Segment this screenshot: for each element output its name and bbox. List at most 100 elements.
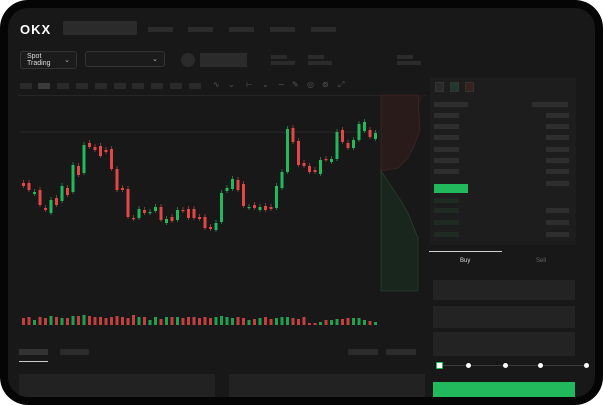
candle (165, 219, 168, 223)
candle (170, 217, 174, 221)
price-input[interactable] (433, 280, 575, 300)
bid-amount (546, 208, 569, 213)
tab-underline (429, 251, 502, 252)
timeframe-button[interactable] (20, 83, 32, 89)
market-type-dropdown[interactable]: Spot Trading ⌄ (20, 51, 77, 69)
volume-bar (192, 317, 196, 325)
timeframe-button[interactable] (189, 83, 201, 89)
candlestick-chart[interactable] (8, 8, 595, 397)
ask-amount (546, 113, 569, 118)
buy-button[interactable] (433, 382, 575, 397)
orderbook-asks-icon[interactable] (465, 82, 474, 92)
chevron-down-icon[interactable]: ⌄ (262, 80, 269, 89)
candle (319, 160, 322, 174)
candle (357, 124, 361, 140)
candle (88, 143, 91, 147)
draw-icon[interactable]: ✎ (292, 80, 299, 89)
chart-type-icon[interactable]: ∿ (213, 80, 220, 89)
filter-button[interactable] (348, 349, 378, 355)
candle (280, 172, 284, 188)
camera-icon[interactable]: ◎ (307, 80, 314, 89)
orderbook-bids-icon[interactable] (450, 82, 459, 92)
candle (104, 150, 108, 152)
nav-item[interactable] (270, 27, 295, 32)
candle (176, 210, 179, 220)
slider-track[interactable] (438, 365, 588, 366)
volume-bar (324, 320, 328, 325)
volume-bar (286, 317, 289, 325)
timeframe-button[interactable] (114, 83, 126, 89)
volume-bar (231, 318, 234, 325)
candle (209, 227, 212, 229)
slider-step[interactable] (503, 363, 508, 368)
candle (302, 163, 306, 166)
slider-handle[interactable] (436, 362, 443, 369)
candle (203, 217, 207, 228)
candle (297, 141, 300, 165)
line-tool-icon[interactable]: ∼ (278, 80, 285, 89)
volume-bar (346, 318, 350, 325)
amount-input[interactable] (433, 306, 575, 328)
tab-open-orders[interactable] (19, 349, 48, 355)
fullscreen-icon[interactable]: ⤢ (338, 80, 345, 89)
candle (231, 179, 234, 189)
stat-value (271, 61, 295, 65)
candle (137, 209, 141, 218)
volume-bar (291, 318, 295, 325)
volume-bar (165, 317, 168, 325)
volume-bar (214, 317, 218, 325)
volume-bar (302, 317, 306, 325)
slider-step[interactable] (538, 363, 543, 368)
candle (236, 180, 240, 190)
slider-step[interactable] (584, 363, 589, 368)
candle (82, 145, 86, 173)
timeframe-button[interactable] (76, 83, 88, 89)
divider (18, 95, 426, 96)
chevron-down-icon: ⌄ (64, 57, 70, 64)
market-type-label: Spot Trading (27, 53, 51, 67)
timeframe-button[interactable] (38, 83, 50, 89)
volume-bar (121, 317, 124, 325)
orderbook-both-icon[interactable] (435, 82, 444, 92)
bid-price (434, 208, 459, 213)
candle (38, 190, 42, 205)
volume-bar (176, 317, 179, 325)
stat-value (308, 61, 332, 65)
nav-item[interactable] (311, 27, 336, 32)
indicator-icon[interactable]: ⊢ (246, 80, 253, 89)
timeframe-button[interactable] (132, 83, 144, 89)
nav-item[interactable] (148, 27, 173, 32)
candle (220, 193, 223, 222)
nav-item[interactable] (229, 27, 254, 32)
candle (368, 130, 372, 137)
candle (247, 207, 251, 209)
volume-bar (341, 319, 344, 325)
volume-bar (132, 315, 135, 325)
candle (121, 188, 124, 190)
last-price (434, 184, 468, 193)
timeframe-button[interactable] (57, 83, 69, 89)
slider-step[interactable] (466, 363, 471, 368)
settings-icon[interactable]: ⊚ (322, 80, 329, 89)
timeframe-button[interactable] (95, 83, 107, 89)
chevron-down-icon[interactable]: ⌄ (228, 80, 235, 89)
timeframe-button[interactable] (170, 83, 182, 89)
candle (324, 159, 328, 161)
candle (214, 223, 218, 230)
volume-bar (27, 317, 31, 325)
tab-buy[interactable]: Buy (460, 258, 471, 264)
total-input[interactable] (433, 332, 575, 356)
pair-dropdown[interactable]: ⌄ (85, 51, 165, 67)
search-placeholder[interactable] (63, 21, 137, 35)
stat-label (271, 55, 287, 59)
tab-order-history[interactable] (60, 349, 89, 355)
okx-logo: OKX (20, 22, 52, 37)
volume-bar (33, 320, 36, 325)
volume-bar (60, 318, 64, 325)
nav-item[interactable] (188, 27, 213, 32)
orders-card (19, 374, 215, 397)
filter-button[interactable] (386, 349, 416, 355)
tab-sell[interactable]: Sell (536, 258, 547, 264)
timeframe-button[interactable] (151, 83, 163, 89)
depth-asks-area (380, 94, 421, 172)
